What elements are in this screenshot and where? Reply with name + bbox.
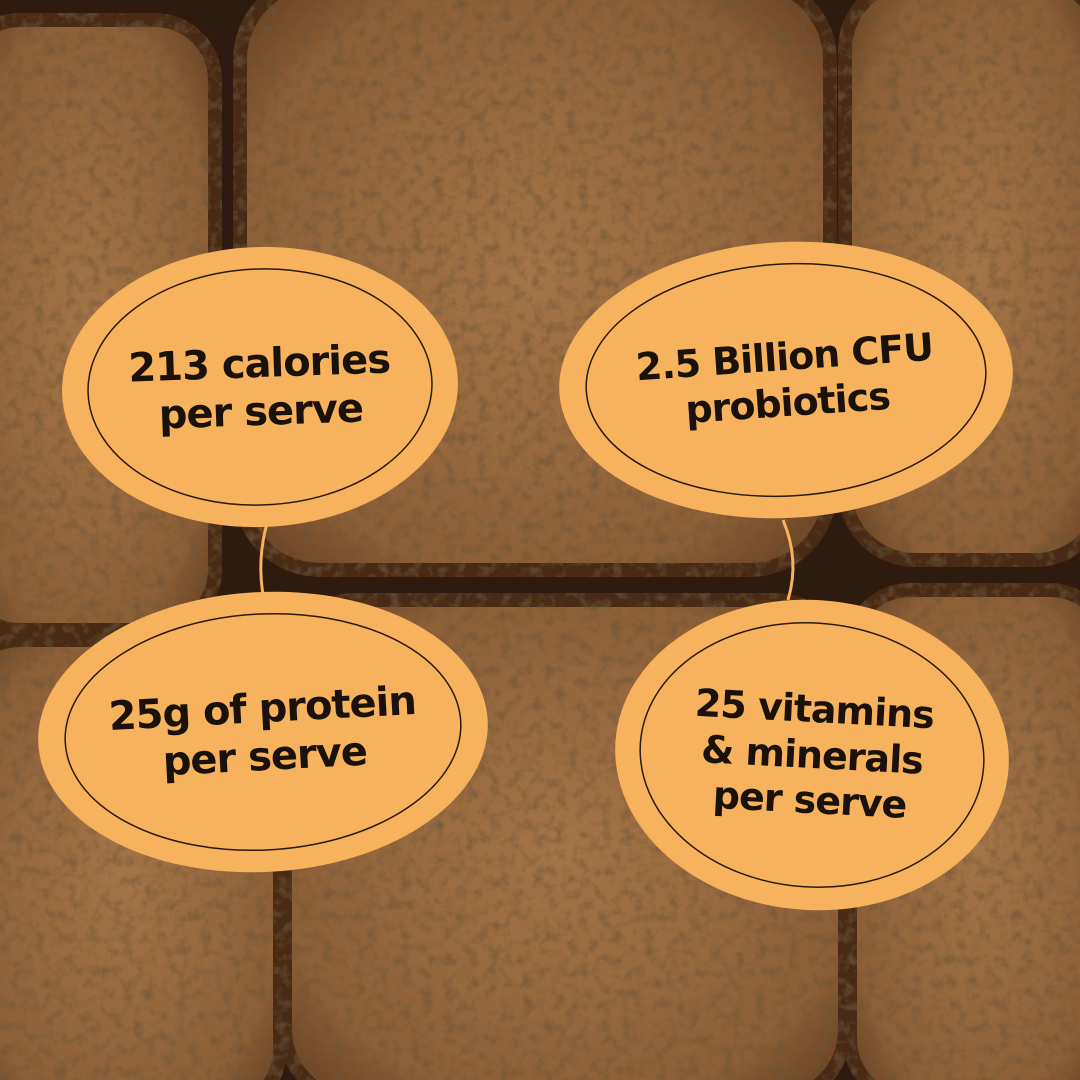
- vitamins-badge: 25 vitamins & minerals per serve: [612, 598, 1012, 913]
- badge-oval: [62, 246, 458, 528]
- vitamins-text: 25 vitamins & minerals per serve: [604, 588, 1020, 924]
- connector-line-right: [781, 519, 795, 601]
- protein-line-1: 25g of protein: [107, 677, 417, 740]
- badge-oval: [38, 591, 488, 873]
- calories-line-2: per serve: [157, 384, 364, 439]
- badge-oval: [559, 241, 1013, 519]
- calories-badge: 213 calories per serve: [60, 245, 460, 530]
- badge-oval: [615, 599, 1009, 911]
- vitamins-line-3: per serve: [711, 773, 908, 828]
- calories-text: 213 calories per serve: [55, 238, 465, 537]
- probiotics-badge: 2.5 Billion CFU probiotics: [556, 238, 1016, 523]
- protein-line-2: per serve: [161, 728, 368, 785]
- probiotics-text: 2.5 Billion CFU probiotics: [547, 222, 1026, 538]
- protein-text: 25g of protein per serve: [29, 578, 498, 886]
- protein-badge: 25g of protein per serve: [36, 590, 491, 875]
